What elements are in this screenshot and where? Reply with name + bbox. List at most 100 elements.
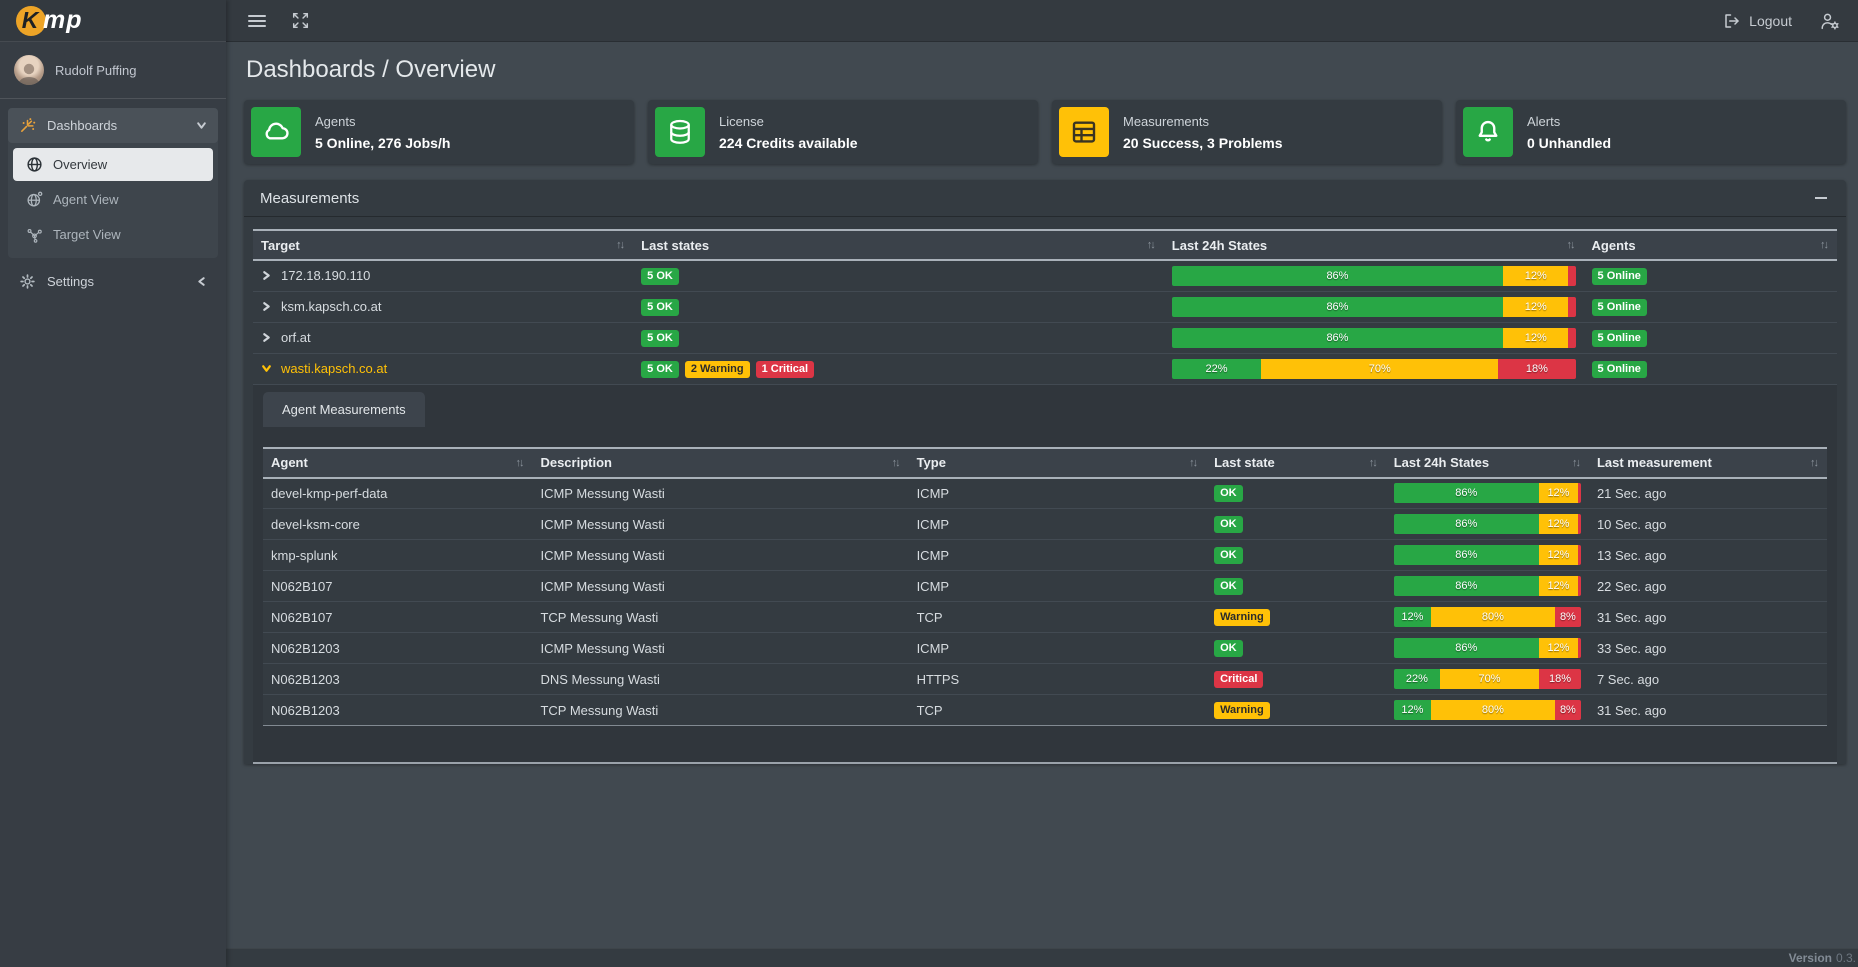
stat-card-measurements[interactable]: Measurements 20 Success, 3 Problems <box>1052 100 1442 164</box>
description-cell: DNS Messung Wasti <box>532 663 909 695</box>
bar-segment-warning: 12% <box>1538 576 1579 596</box>
agent-row[interactable]: N062B107 TCP Messung Wasti TCP Warning 12% 80… <box>263 601 1827 633</box>
agent-row[interactable]: N062B1203 TCP Messung Wasti TCP Warning 12% 8… <box>263 694 1827 726</box>
stat-card-license[interactable]: License 224 Credits available <box>648 100 1038 164</box>
sidebar-item-label: Dashboards <box>47 118 118 133</box>
agent-row[interactable]: N062B1203 ICMP Messung Wasti ICMP OK 86% 12% 3… <box>263 632 1827 664</box>
last-measurement-cell: 10 Sec. ago <box>1588 508 1827 540</box>
table-row[interactable]: 172.18.190.110 5 OK 86% 12% 5 Online <box>253 260 1837 291</box>
panel-title: Measurements <box>260 189 360 207</box>
target-link[interactable]: wasti.kapsch.co.at <box>281 361 388 376</box>
sort-icon[interactable]: ↑↓ <box>1146 239 1156 251</box>
column-header-last-states[interactable]: Last states ↑↓ <box>633 229 1164 261</box>
agent-row[interactable]: N062B107 ICMP Messung Wasti ICMP OK 86% 12% 22… <box>263 570 1827 602</box>
last-24h-cell: 86% 12% <box>1164 260 1584 291</box>
sidebar-item-label: Overview <box>53 157 108 172</box>
expanded-cell: Agent Measurements Agent ↑↓ Description ↑↓ Ty… <box>253 383 1837 764</box>
table-row[interactable]: ksm.kapsch.co.at 5 OK 86% 12% 5 Online <box>253 290 1837 322</box>
bar-segment-danger <box>1578 638 1581 658</box>
table-row[interactable]: wasti.kapsch.co.at 5 OK 2 Warning 1 Critica… <box>253 352 1837 384</box>
sort-icon[interactable]: ↑↓ <box>515 456 524 469</box>
chevron-right-icon[interactable] <box>261 301 272 312</box>
column-label: Last 24h States <box>1393 455 1490 470</box>
column-header-last-state[interactable]: Last state ↑↓ <box>1206 446 1386 479</box>
column-header-last-24h-states[interactable]: Last 24h States ↑↓ <box>1385 446 1589 479</box>
agent-row[interactable]: devel-kmp-perf-data ICMP Messung Wasti ICM… <box>263 477 1827 509</box>
agent-name-cell: N062B107 <box>263 570 533 602</box>
agent-row[interactable]: N062B1203 DNS Messung Wasti HTTPS Critical 2… <box>263 663 1827 695</box>
chevron-down-icon[interactable] <box>261 363 272 374</box>
kmp-logo[interactable]: K mp <box>16 5 83 36</box>
bar-segment-warning: 12% <box>1538 638 1579 658</box>
last-24h-cell: 86% 12% <box>1385 539 1589 571</box>
bar-segment-danger: 8% <box>1554 607 1581 627</box>
sidebar-item-agent-view[interactable]: Agent View <box>13 183 213 216</box>
last-measurement-cell: 22 Sec. ago <box>1588 570 1827 602</box>
sidebar-item-settings[interactable]: Settings <box>8 264 218 299</box>
description-cell: ICMP Messung Wasti <box>532 539 909 571</box>
expand-arrows-icon <box>292 12 309 29</box>
card-value: 224 Credits available <box>719 134 858 151</box>
logout-button[interactable]: Logout <box>1723 12 1792 30</box>
agent-name-cell: N062B1203 <box>263 663 533 695</box>
card-title: Agents <box>315 113 356 129</box>
table-row[interactable]: orf.at 5 OK 86% 12% 5 Online <box>253 321 1837 353</box>
target-cell: 172.18.190.110 <box>253 260 633 291</box>
logo-k-icon: K <box>16 5 46 36</box>
description-cell: ICMP Messung Wasti <box>532 477 909 509</box>
agent-row[interactable]: kmp-splunk ICMP Messung Wasti ICMP OK 86% 12%… <box>263 539 1827 571</box>
bar-segment-danger: 18% <box>1539 669 1581 689</box>
topbar: Logout <box>226 0 1858 42</box>
column-label: Agents <box>1591 237 1636 253</box>
target-link[interactable]: 172.18.190.110 <box>281 268 371 284</box>
column-header-agents[interactable]: Agents ↑↓ <box>1583 229 1837 261</box>
target-link[interactable]: orf.at <box>281 330 311 345</box>
sidebar-nav: Dashboards Overview <box>0 99 226 308</box>
sort-icon[interactable]: ↑↓ <box>1571 456 1581 469</box>
burst-icon <box>21 118 36 132</box>
hamburger-menu-button[interactable] <box>248 14 266 28</box>
user-panel[interactable]: Rudolf Puffing <box>0 42 226 99</box>
last-measurement-cell: 33 Sec. ago <box>1588 632 1827 664</box>
sidebar-item-overview[interactable]: Overview <box>13 148 213 181</box>
target-link[interactable]: ksm.kapsch.co.at <box>281 299 382 314</box>
agent-name-cell: devel-ksm-core <box>263 508 533 540</box>
sort-icon[interactable]: ↑↓ <box>616 239 625 251</box>
collapse-panel-button[interactable] <box>1812 189 1830 207</box>
stat-card-alerts[interactable]: Alerts 0 Unhandled <box>1456 100 1846 164</box>
sidebar-item-dashboards[interactable]: Dashboards <box>8 108 218 143</box>
agent-row[interactable]: devel-ksm-core ICMP Messung Wasti ICMP OK 86… <box>263 508 1827 540</box>
column-header-target[interactable]: Target ↑↓ <box>253 229 634 261</box>
chevron-right-icon[interactable] <box>261 332 272 343</box>
user-settings-button[interactable] <box>1820 12 1840 30</box>
column-header-description[interactable]: Description ↑↓ <box>532 446 909 479</box>
column-header-agent[interactable]: Agent ↑↓ <box>263 446 533 479</box>
bar-segment-success: 86% <box>1393 576 1539 596</box>
bar-segment-warning: 12% <box>1503 327 1569 348</box>
states-bar: 86% 12% <box>1171 265 1576 286</box>
bar-segment-success: 12% <box>1393 607 1432 627</box>
sort-icon[interactable]: ↑↓ <box>1566 239 1576 251</box>
targets-table-head: Target ↑↓ Last states ↑↓ Last 24h States ↑↓ Ag… <box>253 229 1837 261</box>
agent-table-body: devel-kmp-perf-data ICMP Messung Wasti ICM… <box>263 477 1827 726</box>
agents-cell: 5 Online <box>1583 352 1837 384</box>
fullscreen-button[interactable] <box>292 12 309 29</box>
sort-icon[interactable]: ↑↓ <box>1368 456 1378 469</box>
chevron-right-icon[interactable] <box>261 270 272 281</box>
sidebar-item-target-view[interactable]: Target View <box>13 218 213 251</box>
sort-icon[interactable]: ↑↓ <box>1820 239 1829 251</box>
sort-icon[interactable]: ↑↓ <box>1810 456 1819 469</box>
last-24h-cell: 12% 80% 8% <box>1385 694 1589 726</box>
agent-measurements-tab[interactable]: Agent Measurements <box>263 391 425 427</box>
globe-degree-icon <box>27 191 43 207</box>
states-bar: 86% 12% <box>1171 296 1576 317</box>
stat-card-agents[interactable]: Agents 5 Online, 276 Jobs/h <box>244 100 634 164</box>
sort-icon[interactable]: ↑↓ <box>1189 456 1198 469</box>
type-cell: ICMP <box>908 539 1207 571</box>
sort-icon[interactable]: ↑↓ <box>891 456 901 469</box>
page-title: Dashboards / Overview <box>246 56 496 83</box>
column-header-last-measurement[interactable]: Last measurement ↑↓ <box>1588 446 1827 479</box>
bar-segment-success: 86% <box>1171 296 1504 317</box>
column-header-last-24h-states[interactable]: Last 24h States ↑↓ <box>1163 229 1584 261</box>
column-header-type[interactable]: Type ↑↓ <box>908 446 1207 479</box>
